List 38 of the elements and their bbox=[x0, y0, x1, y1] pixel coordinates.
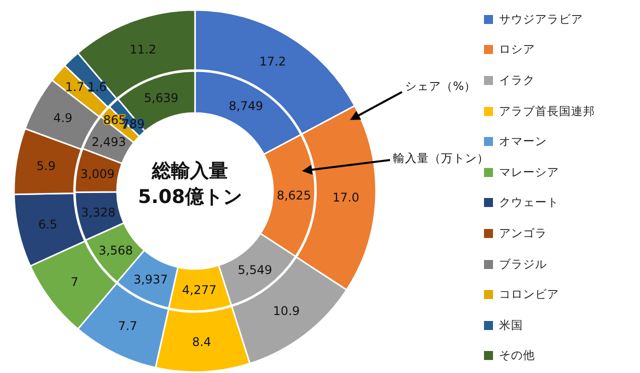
legend-label: アンゴラ bbox=[499, 226, 547, 241]
slice-label: 輸入量（万トン） bbox=[393, 151, 489, 165]
data-label: 5.9 bbox=[36, 158, 56, 173]
data-label: 7.7 bbox=[118, 319, 138, 334]
text: 総輸入量 bbox=[150, 159, 229, 184]
data-label: 5,639 bbox=[144, 90, 178, 105]
data-label: 17.2 bbox=[259, 54, 286, 69]
legend-label: サウジアラビア bbox=[499, 12, 583, 27]
data-label: 10.9 bbox=[273, 304, 300, 318]
legend-label: イラク bbox=[499, 72, 535, 88]
text: 5.08億トン bbox=[137, 185, 243, 210]
data-label: 3,568 bbox=[98, 243, 133, 258]
data-label: 5,549 bbox=[238, 262, 272, 277]
data-label: 6.5 bbox=[38, 217, 58, 232]
legend-label: オマーン bbox=[499, 134, 547, 150]
data-label: 4,277 bbox=[182, 282, 216, 297]
data-label: 7 bbox=[70, 275, 78, 290]
data-label: 8,749 bbox=[228, 99, 264, 114]
data-label: 8,625 bbox=[276, 188, 312, 202]
legend-label: マレーシア bbox=[499, 164, 559, 180]
data-label: 4.9 bbox=[53, 110, 72, 125]
data-label: 11.2 bbox=[130, 42, 156, 56]
data-label: 8.4 bbox=[192, 334, 212, 349]
legend-label: ブラジル bbox=[499, 256, 547, 272]
legend-label: コロンビア bbox=[499, 287, 559, 302]
data-label: 1.7 bbox=[65, 80, 84, 94]
data-label: 3,009 bbox=[80, 166, 115, 181]
data-label: 2,493 bbox=[92, 135, 126, 150]
data-label: 3,328 bbox=[81, 205, 116, 220]
legend-label: ロシア bbox=[499, 42, 535, 58]
slice-label: シェア（%） bbox=[405, 79, 476, 93]
data-label: 1.6 bbox=[88, 80, 107, 94]
legend-label: 米国 bbox=[499, 318, 523, 333]
legend-label: その他 bbox=[499, 348, 535, 364]
data-label: 3,937 bbox=[134, 272, 168, 287]
legend-label: アラブ首長国連邦 bbox=[499, 104, 595, 119]
data-label: 17.0 bbox=[332, 190, 360, 205]
legend-label: クウェート bbox=[499, 195, 559, 210]
